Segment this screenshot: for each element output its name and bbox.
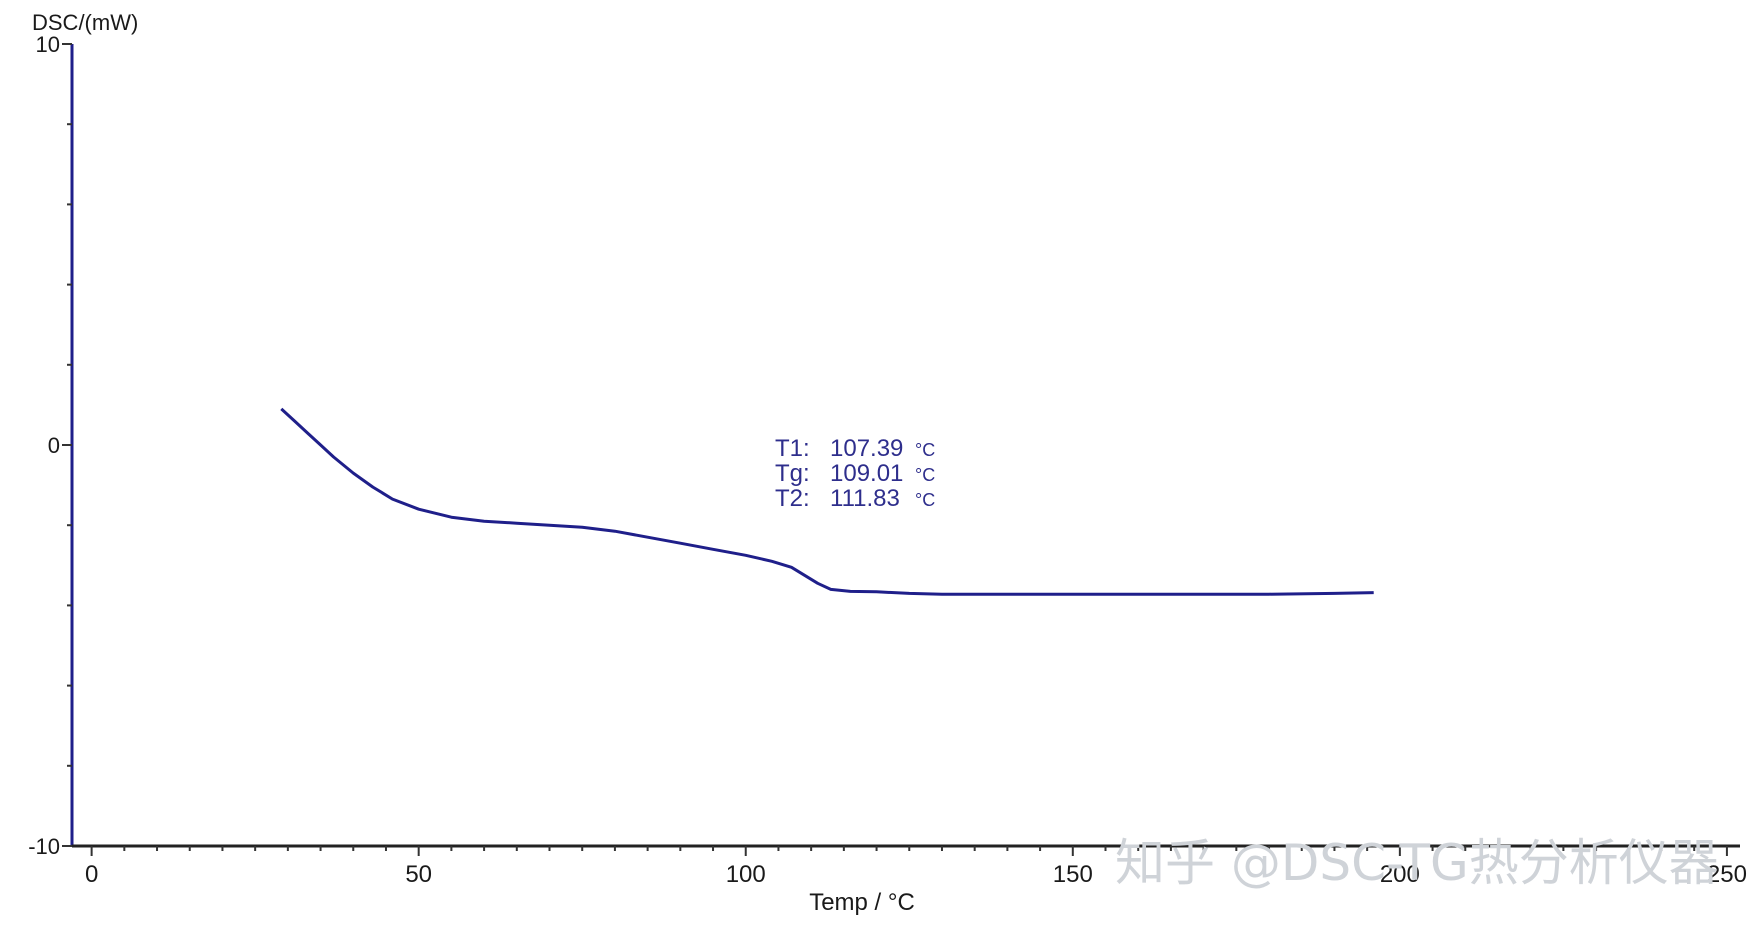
annotation-value: 111.83 (830, 485, 900, 512)
x-tick-label: 100 (726, 861, 766, 888)
y-tick-label: 10 (36, 32, 60, 57)
x-tick-label: 50 (405, 861, 432, 888)
x-tick-label: 0 (85, 861, 98, 888)
dsc-series-line (280, 407, 1374, 596)
y-axis-label: DSC/(mW) (32, 10, 138, 35)
watermark: 知乎 @DSC-TG热分析仪器 (1115, 834, 1719, 892)
annotation-unit: °C (915, 490, 935, 510)
x-tick-label: 150 (1053, 861, 1093, 888)
annotation-value: 109.01 (830, 460, 903, 487)
x-tick-label: 250 (1707, 861, 1747, 888)
series-layer (280, 407, 1374, 596)
y-axis: -10 0 10 (28, 32, 74, 859)
x-axis: 0 50 100 150 200 250 (72, 844, 1747, 888)
annotation-label: T2: (775, 485, 810, 512)
x-axis-label: Temp / °C (809, 889, 915, 916)
annotation-label: Tg: (775, 460, 810, 487)
annotation-layer: T1: 107.39 °C Tg: 109.01 °C T2: 111.83 °C (775, 435, 935, 512)
y-tick-label: 0 (48, 433, 60, 458)
annotation-label: T1: (775, 435, 810, 462)
annotation-unit: °C (915, 440, 935, 460)
annotation-value: 107.39 (830, 435, 903, 462)
x-tick-label: 200 (1380, 861, 1420, 888)
y-tick-label: -10 (28, 834, 60, 859)
annotation-unit: °C (915, 465, 935, 485)
